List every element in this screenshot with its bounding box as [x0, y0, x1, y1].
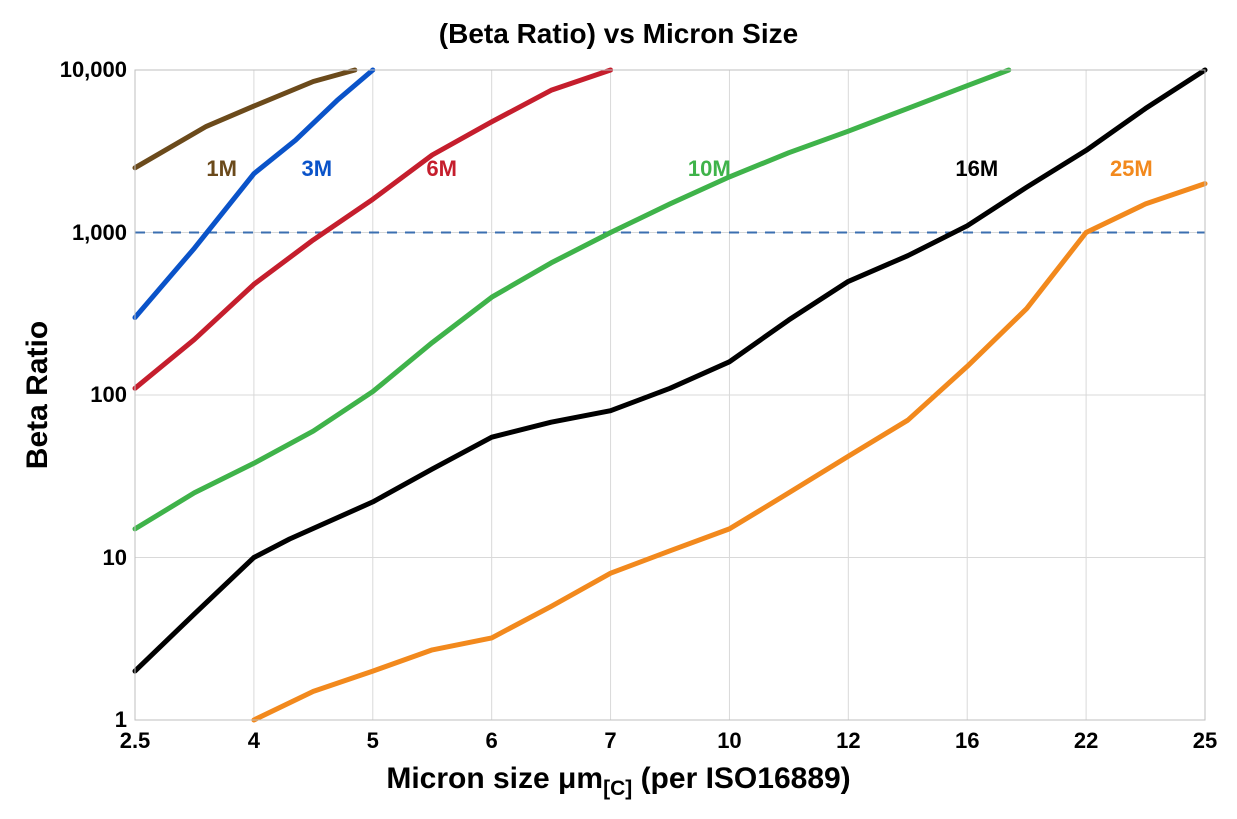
x-tick-label: 5	[343, 728, 403, 754]
y-tick-label: 1	[115, 707, 127, 733]
series-label-10M: 10M	[688, 156, 731, 182]
x-axis-label: Micron size μm[C] (per ISO16889)	[0, 762, 1237, 801]
beta-ratio-chart: (Beta Ratio) vs Micron Size Beta Ratio M…	[0, 0, 1237, 819]
y-tick-label: 10,000	[60, 57, 127, 83]
x-tick-label: 7	[581, 728, 641, 754]
x-tick-label: 25	[1175, 728, 1235, 754]
y-tick-label: 10	[103, 545, 127, 571]
y-tick-label: 1,000	[72, 220, 127, 246]
series-label-3M: 3M	[302, 156, 333, 182]
x-tick-label: 6	[462, 728, 522, 754]
x-tick-label: 12	[818, 728, 878, 754]
x-tick-label: 16	[937, 728, 997, 754]
series-label-1M: 1M	[206, 156, 237, 182]
x-tick-label: 22	[1056, 728, 1116, 754]
plot-area	[0, 0, 1237, 819]
x-tick-label: 10	[699, 728, 759, 754]
series-label-6M: 6M	[426, 156, 457, 182]
x-tick-label: 4	[224, 728, 284, 754]
series-label-16M: 16M	[955, 156, 998, 182]
series-label-25M: 25M	[1110, 156, 1153, 182]
y-tick-label: 100	[90, 382, 127, 408]
y-axis-label: Beta Ratio	[21, 295, 55, 495]
